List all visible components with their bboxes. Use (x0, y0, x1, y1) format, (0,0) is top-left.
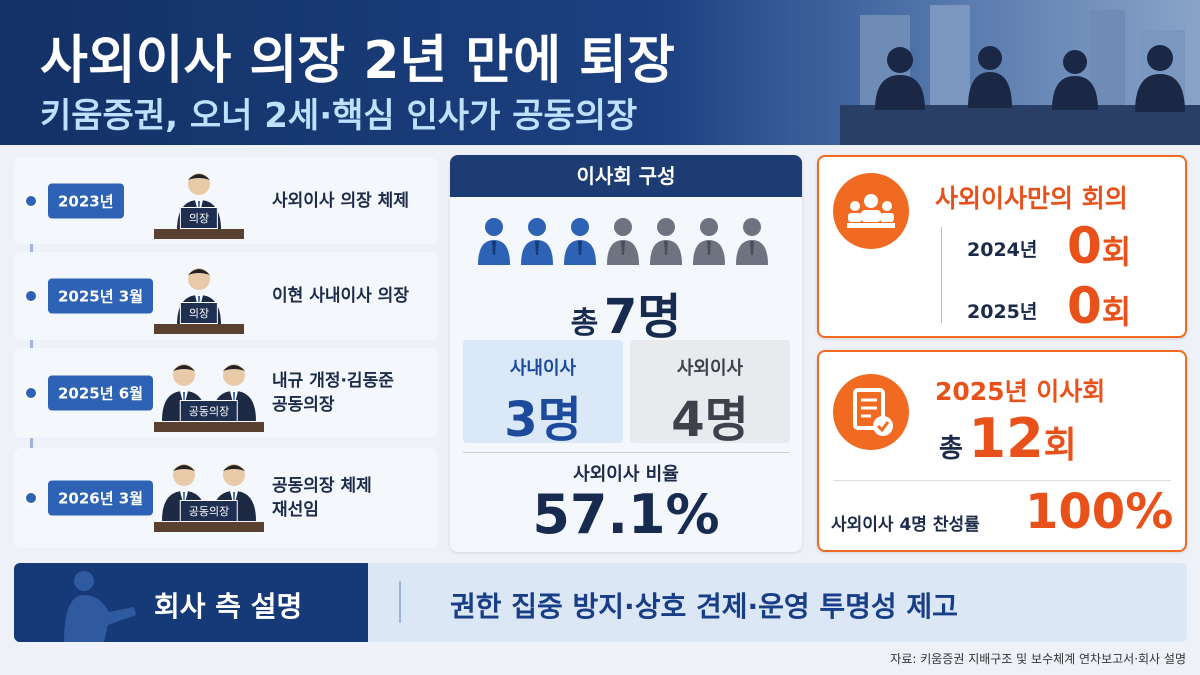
name-plate: 공동의장 (179, 500, 239, 522)
board-panel: 이사회 구성 총 7명 사내이사 3명 사외이사 4명 사외이사 비율 57.1… (450, 155, 802, 552)
chair-figure: 의장 (154, 165, 244, 245)
header-photo (840, 5, 1200, 145)
total-value: 7명 (603, 289, 682, 345)
inside-label: 사내이사 (509, 358, 577, 379)
unit: 회 (1101, 293, 1132, 331)
outside-value: 4명 (671, 392, 749, 448)
board-total: 총 7명 (450, 277, 802, 347)
meetings-heading: 2025년 이사회 (935, 377, 1106, 406)
count: 12 (968, 407, 1044, 470)
text-line: 내규 개정·김동준 (272, 371, 394, 391)
explanation-label-box: 회사 측 설명 (14, 563, 368, 642)
explanation-text: 권한 집중 방지·상호 견제·운영 투명성 제고 (450, 590, 958, 623)
timeline-text: 이현 사내이사 의장 (272, 284, 409, 308)
divider (833, 480, 1171, 481)
source: 자료: 키움증권 지배구조 및 보수체계 연차보고서·회사 설명 (890, 652, 1186, 666)
meetings-panel: 2025년 이사회 총 12회 사외이사 4명 찬성률 100% (817, 350, 1187, 552)
ratio-value: 57.1% (532, 483, 720, 546)
inside-box: 사내이사 3명 (463, 340, 623, 448)
name-plate: 의장 (179, 302, 219, 324)
timeline-dot (24, 193, 38, 208)
speaker-icon (64, 571, 136, 642)
inside-value: 3명 (504, 392, 582, 448)
divider (399, 581, 401, 623)
chair-figure: 공동의장 (154, 356, 264, 438)
board-heading: 이사회 구성 (450, 155, 802, 197)
explanation-bar: 회사 측 설명 권한 집중 방지·상호 견제·운영 투명성 제고 (14, 563, 1187, 642)
document-icon (833, 374, 909, 450)
unit: 회 (1043, 425, 1077, 466)
timeline-dot (24, 386, 38, 400)
date-badge: 2025년 3월 (48, 278, 154, 314)
explanation-label: 회사 측 설명 (154, 590, 303, 623)
meetings-total: 총 12회 (939, 407, 1077, 470)
divider (941, 227, 942, 323)
row-year: 2024년 (967, 239, 1038, 261)
chair-figure: 의장 (154, 260, 244, 340)
text-line: 이현 사내이사 의장 (272, 286, 409, 306)
count: 0 (1067, 217, 1102, 275)
name-plate: 공동의장 (179, 400, 239, 422)
row-year: 2025년 (967, 301, 1038, 323)
outside-box: 사외이사 4명 (630, 340, 790, 448)
row-count: 0회 (1067, 277, 1131, 335)
text-line: 공동의장 (272, 395, 335, 415)
text-line: 공동의장 체제 (272, 476, 372, 496)
chair-figure: 공동의장 (154, 456, 264, 538)
member-icons (478, 218, 768, 265)
date-badge: 2025년 6월 (48, 375, 154, 411)
total-prefix: 총 (939, 434, 963, 464)
name-plate: 의장 (179, 207, 219, 229)
timeline-line (30, 175, 33, 515)
count: 0 (1067, 277, 1102, 335)
text-line: 사외이사 의장 체제 (272, 190, 409, 211)
subtitle: 키움증권, 오너 2세·핵심 인사가 공동의장 (40, 96, 638, 136)
timeline-text: 사외이사 의장 체제 (272, 189, 409, 213)
timeline-card: 2025년 3월 의장 이현 사내이사 의장 (14, 252, 437, 340)
title: 사외이사 의장 2년 만에 퇴장 (40, 31, 675, 91)
outside-meetings-panel: 사외이사만의 회의 2024년 0회 2025년 0회 (817, 155, 1187, 338)
row-count: 0회 (1067, 217, 1131, 275)
timeline-dot (24, 289, 38, 303)
ratio-label: 사외이사 비율 (573, 464, 679, 485)
approval-label: 사외이사 4명 찬성률 (831, 515, 980, 535)
date-badge: 2026년 3월 (48, 480, 154, 516)
header: 사외이사 의장 2년 만에 퇴장 키움증권, 오너 2세·핵심 인사가 공동의장 (0, 0, 1200, 145)
divider (463, 452, 790, 453)
meeting-icon (833, 173, 909, 249)
text-line: 재선임 (272, 500, 319, 520)
approval-value: 100% (1025, 484, 1174, 540)
timeline-card: 2023년 의장 사외이사 의장 체제 (14, 157, 437, 244)
unit: 회 (1101, 233, 1132, 271)
timeline-dot (24, 491, 38, 505)
date-badge: 2023년 (48, 183, 124, 218)
outside-meetings-heading: 사외이사만의 회의 (935, 184, 1128, 213)
total-prefix: 총 (570, 306, 599, 341)
outside-label: 사외이사 (676, 358, 744, 379)
